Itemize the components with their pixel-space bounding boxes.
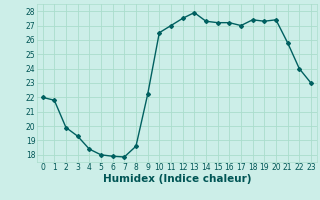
X-axis label: Humidex (Indice chaleur): Humidex (Indice chaleur) bbox=[102, 174, 251, 184]
